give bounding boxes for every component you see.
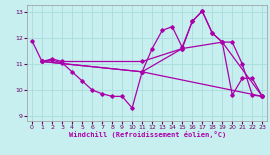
X-axis label: Windchill (Refroidissement éolien,°C): Windchill (Refroidissement éolien,°C) bbox=[69, 131, 226, 138]
